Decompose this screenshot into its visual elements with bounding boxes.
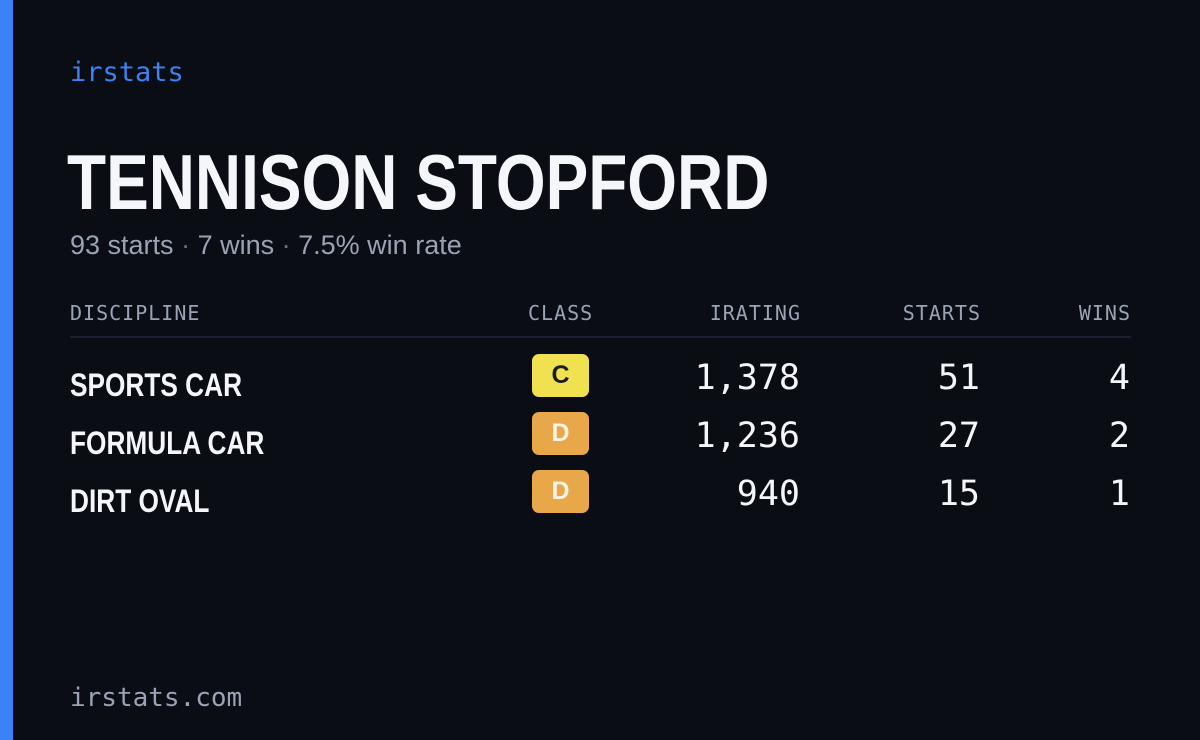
irating-value: 1,378 — [694, 358, 800, 398]
column-header-irating: IRATING — [709, 301, 801, 325]
class-badge: C — [532, 354, 589, 397]
column-header-wins: WINS — [1078, 301, 1131, 325]
header-divider — [70, 336, 1131, 338]
win-rate: 7.5% win rate — [298, 230, 462, 260]
table-row: SPORTS CAR C 1,378 51 4 — [0, 352, 1200, 410]
table-row: FORMULA CAR D 1,236 27 2 — [0, 410, 1200, 468]
irating-value: 1,236 — [694, 416, 800, 456]
wins-count: 7 wins — [197, 230, 275, 260]
class-badge: D — [532, 470, 589, 513]
driver-summary: 93 starts · 7 wins · 7.5% win rate — [70, 227, 462, 263]
separator: · — [281, 230, 291, 260]
discipline-name: SPORTS CAR — [70, 367, 243, 403]
brand-label: irstats — [70, 57, 184, 88]
wins-value: 4 — [1108, 358, 1130, 398]
table-row: DIRT OVAL D 940 15 1 — [0, 468, 1200, 526]
discipline-name: FORMULA CAR — [70, 425, 265, 461]
wins-value: 2 — [1108, 416, 1130, 456]
column-header-starts: STARTS — [902, 301, 981, 325]
separator: · — [181, 230, 191, 260]
starts-count: 93 starts — [70, 230, 174, 260]
starts-value: 27 — [937, 416, 980, 456]
starts-value: 15 — [937, 474, 980, 514]
wins-value: 1 — [1108, 474, 1130, 514]
accent-bar — [0, 0, 13, 740]
irating-value: 940 — [736, 474, 800, 514]
column-header-discipline: DISCIPLINE — [70, 301, 201, 325]
footer-url: irstats.com — [70, 683, 243, 713]
column-header-class: CLASS — [528, 301, 594, 325]
class-badge: D — [532, 412, 589, 455]
starts-value: 51 — [937, 358, 980, 398]
discipline-name: DIRT OVAL — [70, 483, 210, 519]
driver-name: TENNISON STOPFORD — [67, 138, 770, 226]
